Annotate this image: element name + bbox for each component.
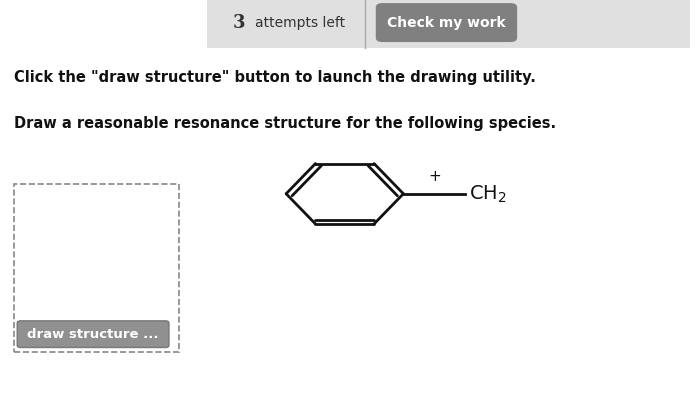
Text: 3: 3 [233, 14, 246, 32]
Text: Click the "draw structure" button to launch the drawing utility.: Click the "draw structure" button to lau… [14, 70, 536, 85]
FancyBboxPatch shape [376, 4, 517, 43]
FancyBboxPatch shape [207, 0, 690, 49]
Text: draw structure ...: draw structure ... [27, 328, 159, 341]
Bar [14, 184, 179, 352]
Text: $\mathregular{CH_2}$: $\mathregular{CH_2}$ [469, 184, 507, 205]
Text: attempts left: attempts left [255, 16, 345, 30]
Text: +: + [428, 169, 441, 183]
Text: Check my work: Check my work [388, 16, 506, 30]
Text: Draw a reasonable resonance structure for the following species.: Draw a reasonable resonance structure fo… [14, 115, 556, 130]
FancyBboxPatch shape [18, 321, 169, 348]
